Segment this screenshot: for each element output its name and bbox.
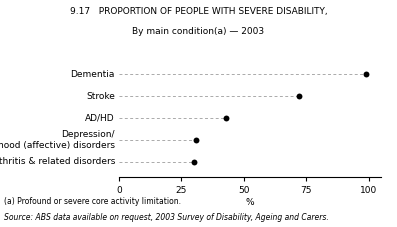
Text: By main condition(a) — 2003: By main condition(a) — 2003 — [133, 27, 264, 36]
Text: (a) Profound or severe core activity limitation.: (a) Profound or severe core activity lim… — [4, 197, 181, 207]
Point — [363, 72, 369, 76]
Point — [191, 160, 197, 164]
Point — [223, 116, 229, 120]
Text: 9.17   PROPORTION OF PEOPLE WITH SEVERE DISABILITY,: 9.17 PROPORTION OF PEOPLE WITH SEVERE DI… — [70, 7, 327, 16]
X-axis label: %: % — [246, 198, 254, 207]
Point — [296, 94, 302, 98]
Point — [193, 138, 200, 142]
Text: Source: ABS data available on request, 2003 Survey of Disability, Ageing and Car: Source: ABS data available on request, 2… — [4, 213, 329, 222]
